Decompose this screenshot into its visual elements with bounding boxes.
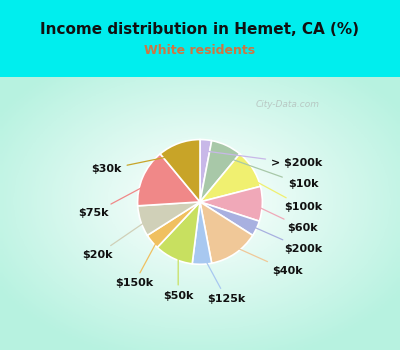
- Wedge shape: [200, 202, 253, 263]
- Wedge shape: [200, 140, 212, 202]
- Text: $75k: $75k: [79, 183, 150, 218]
- Wedge shape: [192, 202, 212, 264]
- Wedge shape: [200, 187, 262, 221]
- Text: $10k: $10k: [224, 156, 318, 189]
- Wedge shape: [138, 154, 200, 206]
- Wedge shape: [147, 202, 200, 247]
- Wedge shape: [138, 202, 200, 235]
- Text: $150k: $150k: [116, 237, 159, 288]
- Text: City-Data.com: City-Data.com: [256, 100, 320, 109]
- Text: $60k: $60k: [254, 205, 318, 233]
- Text: $20k: $20k: [82, 219, 149, 260]
- Text: $100k: $100k: [246, 176, 322, 212]
- Wedge shape: [157, 202, 200, 264]
- Wedge shape: [200, 141, 240, 202]
- Text: Income distribution in Hemet, CA (%): Income distribution in Hemet, CA (%): [40, 22, 360, 37]
- Text: $125k: $125k: [203, 256, 245, 304]
- Wedge shape: [200, 202, 259, 235]
- Text: White residents: White residents: [144, 44, 256, 57]
- Text: $200k: $200k: [249, 225, 322, 254]
- Text: $50k: $50k: [163, 251, 193, 301]
- Wedge shape: [200, 154, 260, 202]
- Wedge shape: [160, 140, 200, 202]
- Text: > $200k: > $200k: [208, 151, 322, 168]
- Text: $40k: $40k: [231, 245, 303, 275]
- Text: $30k: $30k: [91, 154, 180, 174]
